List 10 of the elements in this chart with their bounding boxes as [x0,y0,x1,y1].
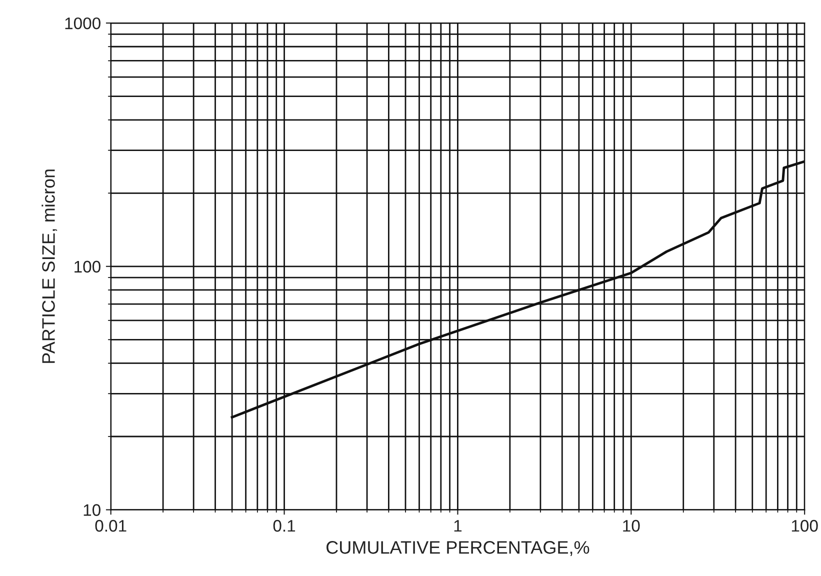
y-tick-label: 100 [74,260,100,273]
x-tick-label: 100 [792,520,818,532]
y-tick-label: 10 [84,504,100,516]
x-tick-label: 1 [454,520,462,532]
x-tick-label: 0.01 [95,520,126,532]
y-tick-label: 1000 [65,17,100,30]
x-tick-label: 0.1 [273,520,296,532]
x-axis-title: CUMULATIVE PERCENTAGE,% [326,541,590,556]
x-tick-label: 10 [623,520,640,532]
y-axis-title: PARTICLE SIZE, micron [42,170,58,363]
